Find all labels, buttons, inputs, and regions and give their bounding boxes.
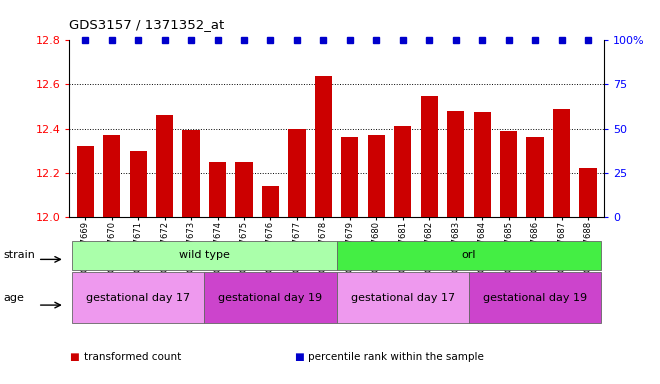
Bar (236, 162, 253, 217)
Text: strain: strain (3, 250, 35, 260)
Bar (553, 109, 570, 217)
Bar (469, 272, 601, 323)
Bar (420, 96, 438, 217)
Bar (103, 135, 120, 217)
Bar (209, 162, 226, 217)
Bar (447, 111, 464, 217)
Bar (77, 146, 94, 217)
Bar (527, 137, 544, 217)
Bar (337, 272, 469, 323)
Bar (394, 126, 411, 217)
Bar (341, 137, 358, 217)
Bar (156, 115, 173, 217)
Text: gestational day 19: gestational day 19 (218, 293, 323, 303)
Text: transformed count: transformed count (84, 352, 181, 362)
Bar (288, 129, 306, 217)
Text: age: age (3, 293, 24, 303)
Text: GDS3157 / 1371352_at: GDS3157 / 1371352_at (69, 18, 224, 31)
Bar (262, 186, 279, 217)
Bar (129, 151, 147, 217)
Bar (72, 272, 205, 323)
Bar (474, 112, 491, 217)
Text: gestational day 19: gestational day 19 (483, 293, 587, 303)
Bar (579, 168, 597, 217)
Text: percentile rank within the sample: percentile rank within the sample (308, 352, 484, 362)
Bar (205, 272, 337, 323)
Text: orl: orl (462, 250, 476, 260)
Text: wild type: wild type (179, 250, 230, 260)
Bar (500, 131, 517, 217)
Text: ■: ■ (294, 352, 304, 362)
Text: gestational day 17: gestational day 17 (350, 293, 455, 303)
Text: ■: ■ (69, 352, 79, 362)
Bar (182, 130, 199, 217)
Bar (337, 241, 601, 270)
Text: gestational day 17: gestational day 17 (86, 293, 190, 303)
Bar (72, 241, 337, 270)
Bar (368, 135, 385, 217)
Bar (315, 76, 332, 217)
